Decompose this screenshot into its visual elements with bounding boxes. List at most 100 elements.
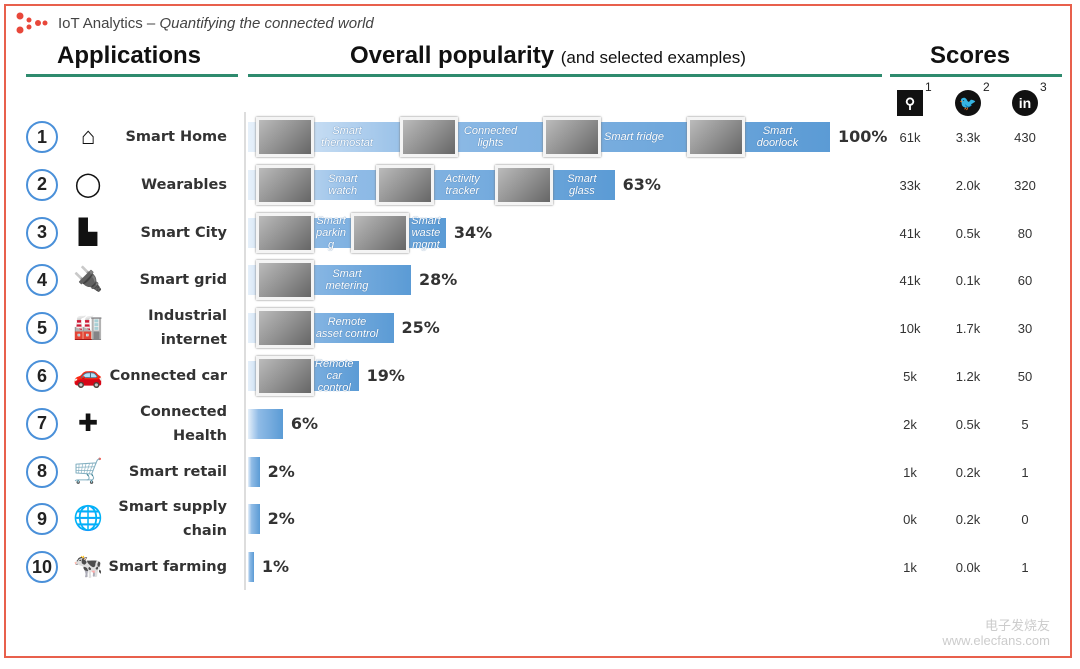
- value-label: 19%: [366, 366, 405, 385]
- score-linkedin: 30: [1017, 321, 1033, 337]
- example-item: Smart doorlock: [686, 116, 811, 158]
- bar: Smart watch Activity tracker Smart glass: [248, 164, 615, 205]
- score-search: 41k: [899, 273, 921, 289]
- value-label: 34%: [453, 222, 493, 242]
- row-number: 3: [26, 216, 58, 249]
- value-label: 63%: [622, 174, 661, 194]
- example-label: Connected lights: [463, 125, 518, 149]
- watermark-url: www.elecfans.com: [942, 633, 1050, 648]
- scores-rule: [890, 74, 1062, 77]
- cow-icon: 🐄: [73, 553, 103, 581]
- example-label: Smart doorlock: [756, 125, 799, 149]
- value-label: 28%: [418, 270, 458, 290]
- applications-rule: [26, 74, 238, 77]
- footnote-1: 1: [925, 80, 932, 94]
- score-linkedin: 80: [1017, 225, 1033, 241]
- example-photo: [686, 117, 745, 157]
- row-label: Smart farming: [100, 555, 228, 579]
- example-label: Smart glass: [567, 172, 597, 197]
- value-label: 2%: [267, 461, 295, 481]
- bar: Remote asset control: [248, 308, 394, 349]
- value-label: 1%: [261, 557, 289, 577]
- row-label-line: Wearables: [141, 176, 227, 193]
- twitter-icon: 🐦: [955, 90, 981, 116]
- row-label-line: Smart City: [140, 224, 227, 241]
- score-search: 10k: [899, 321, 921, 337]
- shopping-cart-icon: 🛒: [73, 457, 103, 485]
- bar-axis: [244, 112, 246, 590]
- example-label: Smart watch: [328, 172, 358, 197]
- example-item: Remote asset control: [256, 307, 380, 349]
- bar: [248, 456, 260, 487]
- row-label: Smart City: [100, 221, 227, 245]
- score-search: 41k: [899, 225, 921, 241]
- row-label-line: Smart Home: [125, 129, 227, 145]
- score-twitter: 0.5k: [955, 225, 981, 241]
- bar: Smart metering: [248, 260, 411, 301]
- example-photo: [350, 212, 409, 253]
- example-item: Smart thermostat: [256, 116, 380, 158]
- example-item: Connected lights: [399, 116, 524, 158]
- plug-icon: 🔌: [73, 266, 103, 294]
- example-item: Activity tracker: [375, 164, 492, 206]
- example-photo: [375, 164, 434, 205]
- score-search: 1k: [903, 560, 917, 576]
- value-label: 2%: [267, 509, 295, 529]
- row-label-line: Smart farming: [108, 559, 228, 576]
- watermark: 电子发烧友 www.elecfans.com: [940, 618, 1050, 648]
- row-label: Smart grid: [100, 268, 227, 292]
- example-photo: [256, 356, 314, 396]
- bar: Smart thermostat Connected lights Smart fr…: [248, 117, 830, 157]
- row-label: Smart retail: [100, 460, 227, 484]
- row-label-line: Health: [173, 427, 227, 444]
- row-label-line: Connected: [140, 403, 227, 420]
- row-number: 2: [26, 168, 58, 201]
- row-label-line: internet: [160, 332, 227, 349]
- bar: [248, 504, 260, 535]
- score-twitter: 3.3k: [955, 130, 981, 145]
- brand-tagline: Quantifying the connected world: [159, 14, 374, 32]
- example-photo: [256, 117, 314, 157]
- score-twitter: 0.5k: [955, 416, 981, 432]
- row-number: 8: [26, 455, 58, 488]
- example-photo: [256, 164, 314, 205]
- example-photo: [256, 308, 314, 349]
- score-linkedin: 1: [1021, 464, 1029, 480]
- score-linkedin: 320: [1014, 177, 1036, 193]
- footnote-2: 2: [983, 80, 990, 94]
- score-linkedin: 430: [1014, 130, 1036, 145]
- factory-icon: 🏭: [73, 314, 103, 342]
- score-linkedin: 0: [1021, 512, 1029, 528]
- score-twitter: 2.0k: [955, 177, 981, 193]
- car-icon: 🚗: [73, 362, 103, 389]
- example-photo: [495, 164, 554, 205]
- example-item: Smart glass: [495, 164, 611, 206]
- row-label: Connected car: [100, 364, 227, 388]
- example-item: Smart waste mgmt: [350, 212, 443, 254]
- score-linkedin: 50: [1017, 369, 1033, 384]
- row-number: 4: [26, 264, 58, 297]
- applications-heading: Applications: [57, 42, 202, 69]
- value-label: 100%: [838, 127, 888, 146]
- iot-analytics-logo-icon: [16, 12, 48, 34]
- row-label-line: Smart supply: [118, 499, 227, 516]
- popularity-rule: [248, 74, 882, 77]
- bar: [248, 552, 254, 583]
- example-photo: [256, 212, 314, 253]
- row-label: Smart supply chain: [100, 495, 227, 543]
- bar: Smart parking Smart waste mgmt: [248, 212, 446, 253]
- row-label: Wearables: [100, 173, 227, 197]
- score-linkedin: 1: [1021, 560, 1029, 576]
- city-icon: ▙: [78, 218, 98, 246]
- score-search: 2k: [903, 416, 917, 432]
- value-label: 25%: [401, 318, 440, 338]
- row-label: Industrial internet: [100, 304, 227, 352]
- house-icon: ⌂: [80, 123, 96, 150]
- score-twitter: 1.2k: [955, 369, 981, 384]
- row-number: 10: [26, 551, 58, 584]
- footnote-3: 3: [1040, 80, 1047, 94]
- example-label: Remote car control: [315, 358, 354, 394]
- example-label: Smart thermostat: [321, 125, 373, 149]
- example-label: Smart waste mgmt: [411, 214, 441, 251]
- example-photo: [399, 117, 458, 157]
